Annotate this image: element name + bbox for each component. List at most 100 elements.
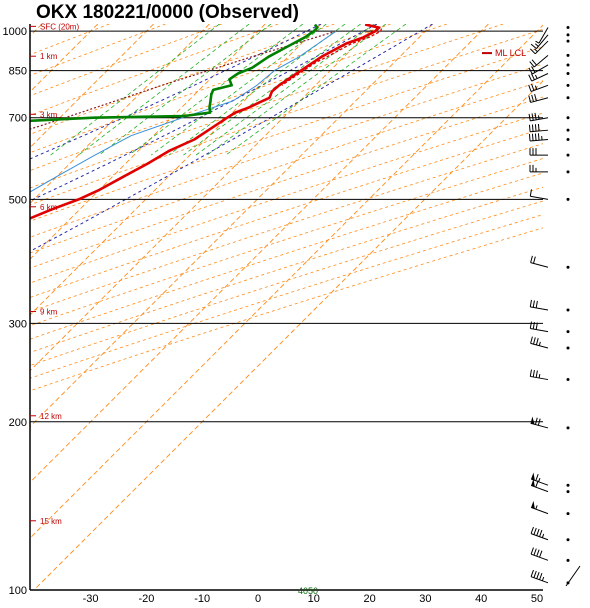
wind-barb-station (566, 346, 570, 350)
dry-adiabat-line (30, 214, 543, 379)
wind-barb-flag (534, 124, 537, 132)
dry-adiabat-line (30, 172, 543, 340)
temperature-tick-label: 20 (363, 593, 375, 605)
wind-barb (529, 39, 570, 55)
wind-barb-station (566, 53, 570, 57)
dry-adiabat-line (30, 200, 543, 366)
wind-barb-flag (531, 66, 536, 73)
wind-barb-station (566, 26, 570, 30)
wind-barb-flag (533, 570, 537, 578)
moist-adiabat-line (30, 24, 322, 160)
wind-barb (529, 189, 570, 201)
wind-barb (530, 336, 570, 350)
wind-barb (530, 33, 570, 50)
mixing-ratio-line (98, 24, 272, 156)
dry-adiabat-line (30, 24, 222, 97)
dewpoint-trace (30, 24, 319, 123)
wind-barb-flag (530, 336, 533, 344)
wind-barb-flag (537, 133, 540, 141)
wind-barb-flag (529, 299, 532, 307)
wind-barb (528, 123, 570, 133)
pressure-tick-label: 700 (9, 113, 27, 125)
mixing-ratio-line (128, 24, 304, 156)
isotherm-line (30, 24, 154, 149)
temperature-trace (30, 24, 381, 220)
wind-barb-station (566, 378, 570, 382)
wind-barb (528, 71, 570, 82)
dry-adiabat-line (30, 96, 543, 269)
dry-adiabat-line (30, 24, 391, 154)
height-label: 1 km (40, 52, 58, 61)
wind-barb (530, 472, 570, 487)
wind-barb (529, 369, 570, 382)
wind-barb-flag (533, 337, 536, 345)
wind-barb (528, 83, 570, 92)
wind-barb-flag (530, 547, 534, 555)
dry-adiabat-line (30, 128, 543, 298)
wind-barb-halfflag (541, 533, 545, 538)
wind-barb-flag (536, 549, 540, 557)
wind-barb-station (566, 512, 570, 516)
wind-barb (528, 63, 570, 75)
wind-barb-station (566, 330, 570, 334)
isotherm-line (33, 80, 543, 590)
wind-barb-flag (537, 418, 541, 426)
wind-barb-halfflag (534, 43, 539, 47)
wind-barb-flag (539, 529, 543, 537)
wind-barb-halfflag (534, 74, 538, 79)
wind-barb-flag (531, 133, 534, 141)
mixing-ratio-line (225, 24, 407, 156)
wind-barb-flag (534, 133, 537, 141)
wind-barb-halfflag (538, 477, 541, 482)
wind-barb-flag (529, 321, 532, 329)
dry-adiabat-line (30, 24, 166, 77)
isotherm-line (30, 24, 489, 484)
wind-barb-flag (531, 59, 537, 66)
wind-barb-flag (528, 134, 531, 142)
wind-barb (530, 416, 570, 430)
wind-barb-flag (528, 67, 533, 75)
wind-barb-flag (531, 83, 535, 91)
wind-barb-station (566, 538, 570, 542)
wind-barb-station (566, 558, 570, 562)
wind-barb-station (566, 83, 570, 87)
wind-barb-pennant (531, 500, 535, 509)
wind-barb-pennant (531, 478, 535, 487)
wind-barb-flag (531, 124, 534, 132)
wind-barb-staff (530, 478, 549, 486)
wind-barb-staff (530, 306, 549, 311)
wind-barb-pennant (531, 472, 535, 481)
wind-barb-halfflag (535, 40, 540, 44)
wind-barb-flag (529, 189, 532, 197)
dry-adiabat-line (30, 28, 543, 206)
wind-barb-staff (530, 195, 549, 200)
wind-barb-halfflag (534, 48, 538, 53)
wind-barb (529, 53, 570, 68)
temperature-tick-label: -20 (138, 593, 154, 605)
isotherm-line (30, 24, 210, 205)
wind-barb-flag (536, 571, 540, 579)
wind-barb-staff (530, 262, 549, 268)
wind-barb-flag (536, 528, 540, 536)
background-grid (30, 24, 543, 590)
wind-barb-staff (530, 327, 549, 333)
wind-barb-flag (530, 43, 537, 50)
wind-barb-staff (530, 533, 549, 541)
mixing-ratio-label: 4050 (298, 586, 318, 596)
wind-barb-flag (537, 123, 540, 132)
wind-barb (529, 321, 570, 334)
sounding-series (30, 24, 383, 220)
dry-adiabat-line (30, 46, 543, 222)
wind-barb-flag (528, 84, 532, 92)
moist-adiabat-line (30, 24, 433, 252)
wind-barb-flag (535, 474, 539, 481)
isotherm-line (30, 24, 543, 539)
temperature-tick-label: 50 (531, 593, 543, 605)
wind-barb-halfflag (535, 505, 538, 510)
pressure-tick-label: 300 (9, 318, 27, 330)
height-label: 3 km (40, 110, 58, 119)
wind-barb (528, 133, 570, 142)
mixing-ratio-line (150, 24, 327, 156)
wind-barb-flag (528, 95, 532, 103)
height-label: 9 km (40, 308, 58, 317)
